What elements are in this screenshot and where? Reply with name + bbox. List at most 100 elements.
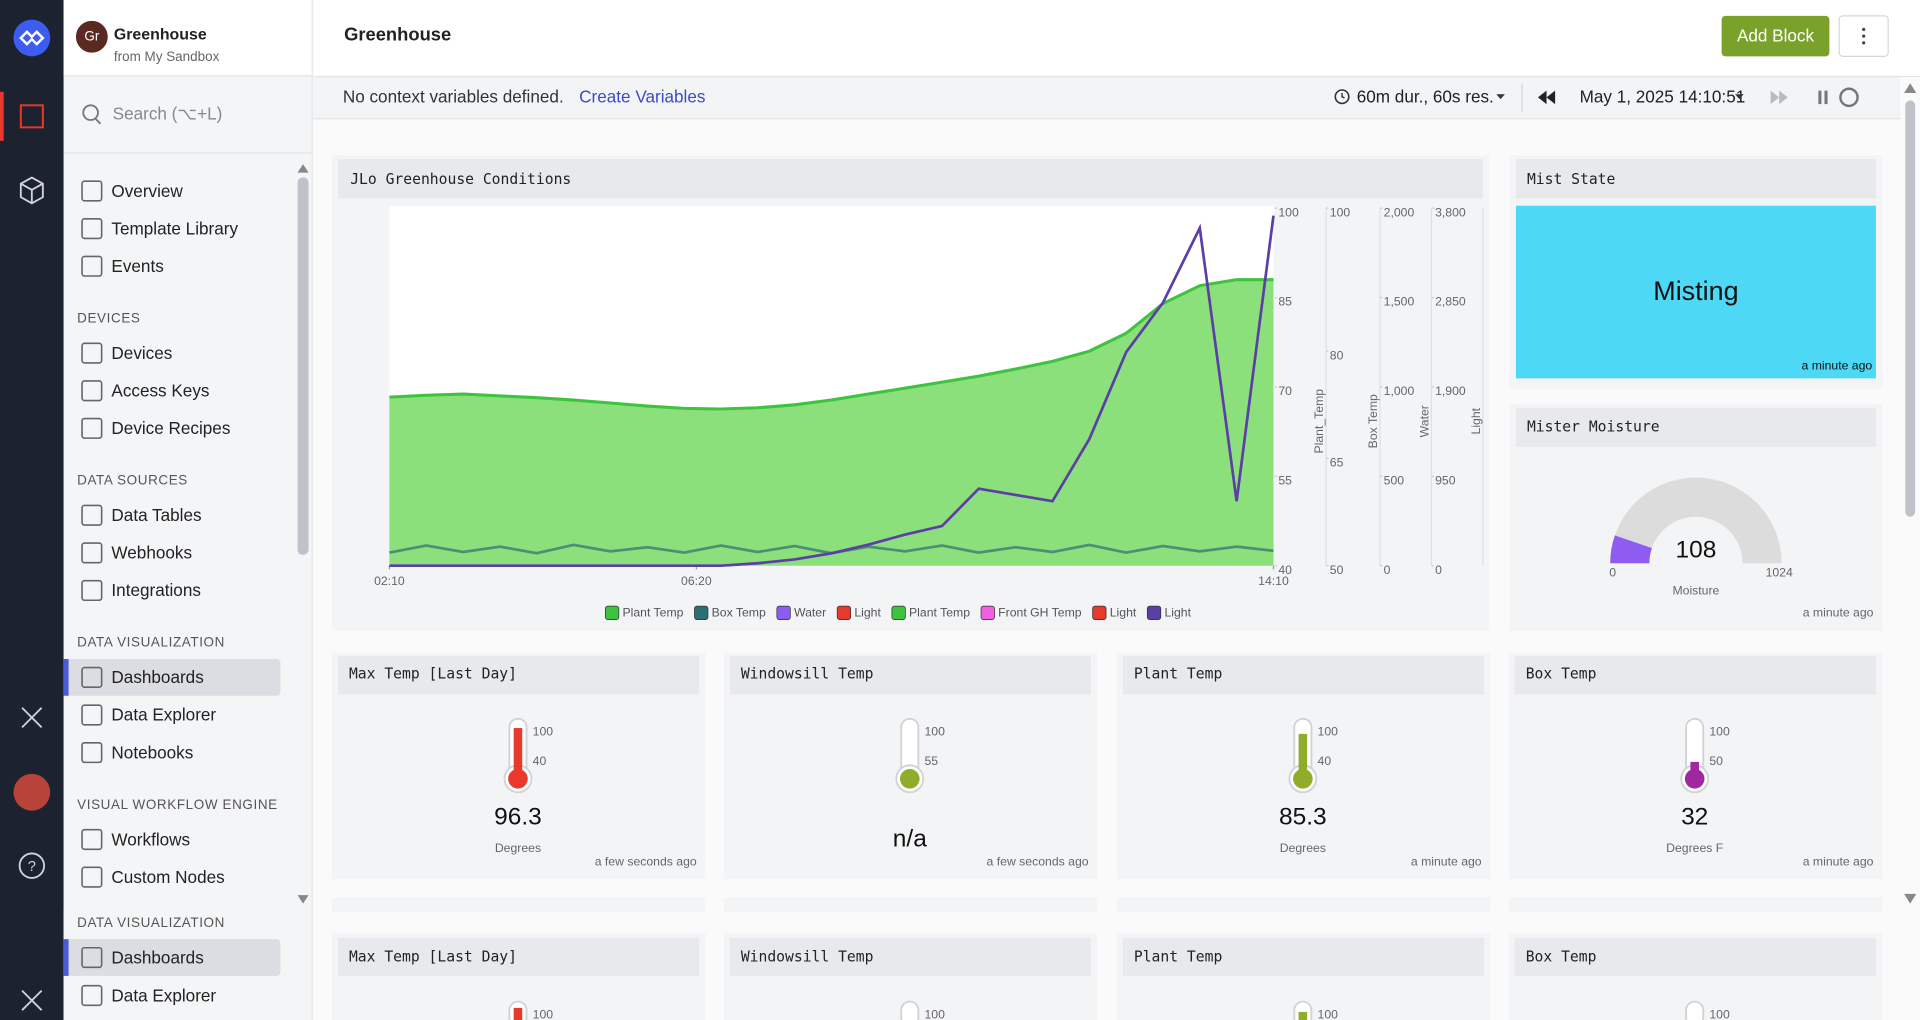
scroll-up[interactable] [297, 164, 309, 173]
nav-icon [81, 380, 103, 402]
rail-dashboards[interactable] [19, 104, 44, 129]
search-input[interactable]: Search (⌥+L) [113, 104, 223, 124]
nav-item[interactable]: Device Recipes [111, 418, 230, 438]
nav-selected-bar [63, 939, 69, 976]
rail-user[interactable] [13, 773, 51, 811]
nav-heading: DEVICES [77, 310, 140, 325]
nav-item[interactable]: Data Explorer [111, 705, 216, 725]
gauge-value: 32 [1681, 803, 1708, 830]
mist-state-box [1515, 205, 1876, 379]
updated-time: a minute ago [1801, 358, 1872, 372]
nav-icon [81, 741, 103, 764]
nav-item[interactable]: Dashboards [111, 667, 203, 687]
page-scroll-thumb[interactable] [1905, 100, 1916, 517]
thermo-tick: 100 [924, 1007, 945, 1020]
refresh[interactable] [1839, 87, 1859, 108]
y-tick-label: 3,800 [1435, 205, 1466, 219]
gauge-unit: Degrees [1280, 841, 1326, 855]
y-tick-label: 2,850 [1435, 295, 1466, 309]
legend-label: Plant Temp [909, 606, 970, 620]
legend-label: Front GH Temp [998, 606, 1082, 620]
nav-item[interactable]: Dashboards [111, 947, 203, 967]
nav-item[interactable]: Custom Nodes [111, 867, 224, 887]
nav-icon [81, 946, 103, 969]
updated-time: a few seconds ago [595, 854, 697, 868]
thermo-fill [513, 1007, 523, 1020]
create-variables-link[interactable]: Create Variables [579, 86, 705, 106]
nav-item[interactable]: Template Library [111, 218, 238, 238]
rail-bottom[interactable] [21, 989, 43, 1011]
nav-icon [81, 342, 103, 364]
step-back[interactable] [1537, 90, 1556, 105]
nav-item[interactable]: Data Explorer [111, 985, 216, 1005]
add-block-button[interactable] [1721, 15, 1830, 57]
sidebar-scroll-thumb[interactable] [297, 177, 309, 555]
nav-item[interactable]: Integrations [111, 580, 201, 600]
nav-item[interactable]: Devices [111, 343, 172, 363]
y-tick-label: 80 [1330, 348, 1344, 362]
thermo-tick: 100 [1318, 1007, 1339, 1020]
area-line [389, 278, 1274, 411]
thermo-fill [1298, 1011, 1308, 1020]
block-title: Max Temp [Last Day] [349, 949, 517, 966]
thermo-fill [513, 728, 523, 779]
nav-item[interactable]: Access Keys [111, 380, 209, 400]
block-title: Windowsill Temp [741, 949, 874, 966]
duration[interactable]: 60m dur., 60s res. [1357, 86, 1494, 106]
pause[interactable] [1818, 90, 1822, 105]
y-tick-label: 0 [1384, 563, 1391, 577]
clock-hand [1341, 93, 1345, 99]
block-title: JLo Greenhouse Conditions [350, 171, 571, 188]
thermo-tube [1685, 1000, 1705, 1020]
nav-item[interactable]: Events [111, 256, 163, 276]
nav-item[interactable]: Data Tables [111, 505, 201, 525]
legend-label: Plant Temp [622, 606, 683, 620]
nav-item[interactable]: Webhooks [111, 543, 192, 563]
scroll-up[interactable] [1904, 83, 1917, 94]
line [389, 215, 1275, 568]
rail-help[interactable] [18, 852, 45, 879]
y-tick-label: 100 [1330, 205, 1351, 219]
block-title: Plant Temp [1134, 949, 1222, 966]
block-title-bar [1122, 937, 1485, 976]
thermo-tick: 100 [533, 724, 554, 738]
rail [0, 0, 64, 1020]
nav-item[interactable]: Workflows [111, 829, 190, 849]
legend-label: Light [1110, 606, 1137, 620]
rail-devices[interactable] [19, 176, 44, 205]
y-tick-label: 0 [1435, 563, 1442, 577]
time-picker[interactable]: May 1, 2025 14:10:51 [1580, 86, 1746, 106]
rail-workflows[interactable] [21, 707, 43, 728]
nav-icon [81, 866, 103, 888]
block-title: Mist State [1527, 171, 1615, 188]
legend: Plant Temp Box Temp Water Light Plant Temp Fr… [604, 606, 1192, 620]
clock-icon [1334, 89, 1350, 105]
gauge-block [331, 897, 706, 913]
block-title-bar [337, 159, 1483, 199]
nav-item[interactable]: Overview [111, 181, 183, 201]
add-block-label: Add Block [1737, 25, 1815, 45]
context-message: No context variables defined. [343, 86, 564, 106]
thermo-tick: 55 [924, 754, 938, 768]
y-tick-label: 950 [1435, 473, 1456, 487]
search-icon [94, 118, 102, 125]
y-tick-label: 1,900 [1435, 384, 1466, 398]
search-icon [82, 104, 99, 121]
y-tick-label: 40 [1278, 563, 1292, 577]
nav-selected [63, 939, 281, 976]
block-title: Mister Moisture [1527, 418, 1660, 435]
thermo-tick: 40 [533, 754, 547, 768]
nav-sticky-items: DATA VISUALIZATION Dashboards Data Explore… [63, 915, 281, 1007]
y-tick-label: 65 [1330, 456, 1344, 470]
legend-label: Water [794, 606, 826, 620]
scroll-down[interactable] [297, 895, 309, 904]
legend-label: Light [854, 606, 881, 620]
avatar [75, 20, 108, 53]
nav: Overview Template Library Events DEVICES Dev… [63, 180, 281, 888]
y-tick-label: 55 [1278, 473, 1292, 487]
block-title: Box Temp [1526, 666, 1597, 683]
block-title: Box Temp [1526, 949, 1597, 966]
pause[interactable] [1824, 90, 1828, 105]
nav-item[interactable]: Notebooks [111, 742, 193, 762]
scroll-down[interactable] [1904, 893, 1917, 904]
